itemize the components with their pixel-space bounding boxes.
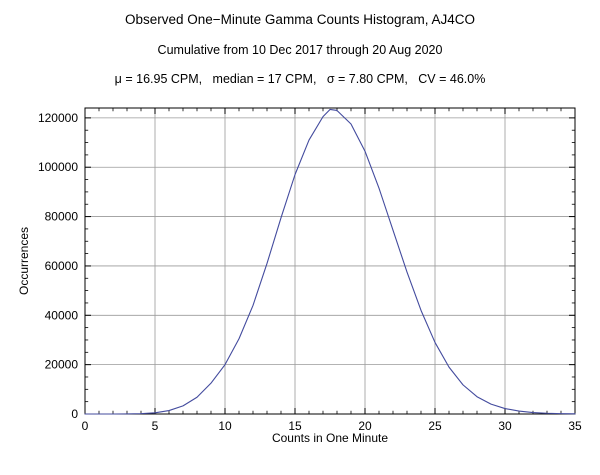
- svg-text:80000: 80000: [45, 210, 79, 224]
- chart-stats-line: μ = 16.95 CPM, median = 17 CPM, σ = 7.80…: [114, 72, 486, 86]
- svg-text:120000: 120000: [38, 111, 78, 125]
- svg-text:20: 20: [358, 419, 372, 433]
- svg-text:15: 15: [288, 419, 302, 433]
- chart-title: Observed One−Minute Gamma Counts Histogr…: [124, 12, 476, 27]
- svg-text:5: 5: [152, 419, 159, 433]
- axis-ticks: [84, 108, 576, 415]
- svg-text:10: 10: [218, 419, 232, 433]
- x-axis-label: Counts in One Minute: [271, 431, 389, 445]
- svg-text:40000: 40000: [45, 308, 79, 322]
- svg-text:60000: 60000: [45, 259, 79, 273]
- gridlines: [85, 108, 575, 414]
- chart-subtitle: Cumulative from 10 Dec 2017 through 20 A…: [157, 43, 443, 57]
- svg-text:20000: 20000: [45, 358, 79, 372]
- svg-text:30: 30: [498, 419, 512, 433]
- svg-text:35: 35: [568, 419, 582, 433]
- plot-frame: [84, 107, 576, 415]
- x-tick-labels: 0 5 10 15 20 25 30 35: [82, 419, 582, 433]
- histogram-line-chart: 0 5 10 15 20 25 30 35 0 20000 40000 60000 80000 10000…: [38, 107, 582, 433]
- y-tick-labels: 0 20000 40000 60000 80000 100000 120000: [38, 111, 78, 421]
- svg-text:0: 0: [71, 407, 78, 421]
- y-axis-label: Occurrences: [17, 226, 31, 296]
- histogram-curve: [84, 108, 576, 415]
- svg-text:100000: 100000: [38, 160, 78, 174]
- svg-text:25: 25: [428, 419, 442, 433]
- svg-text:0: 0: [82, 419, 89, 433]
